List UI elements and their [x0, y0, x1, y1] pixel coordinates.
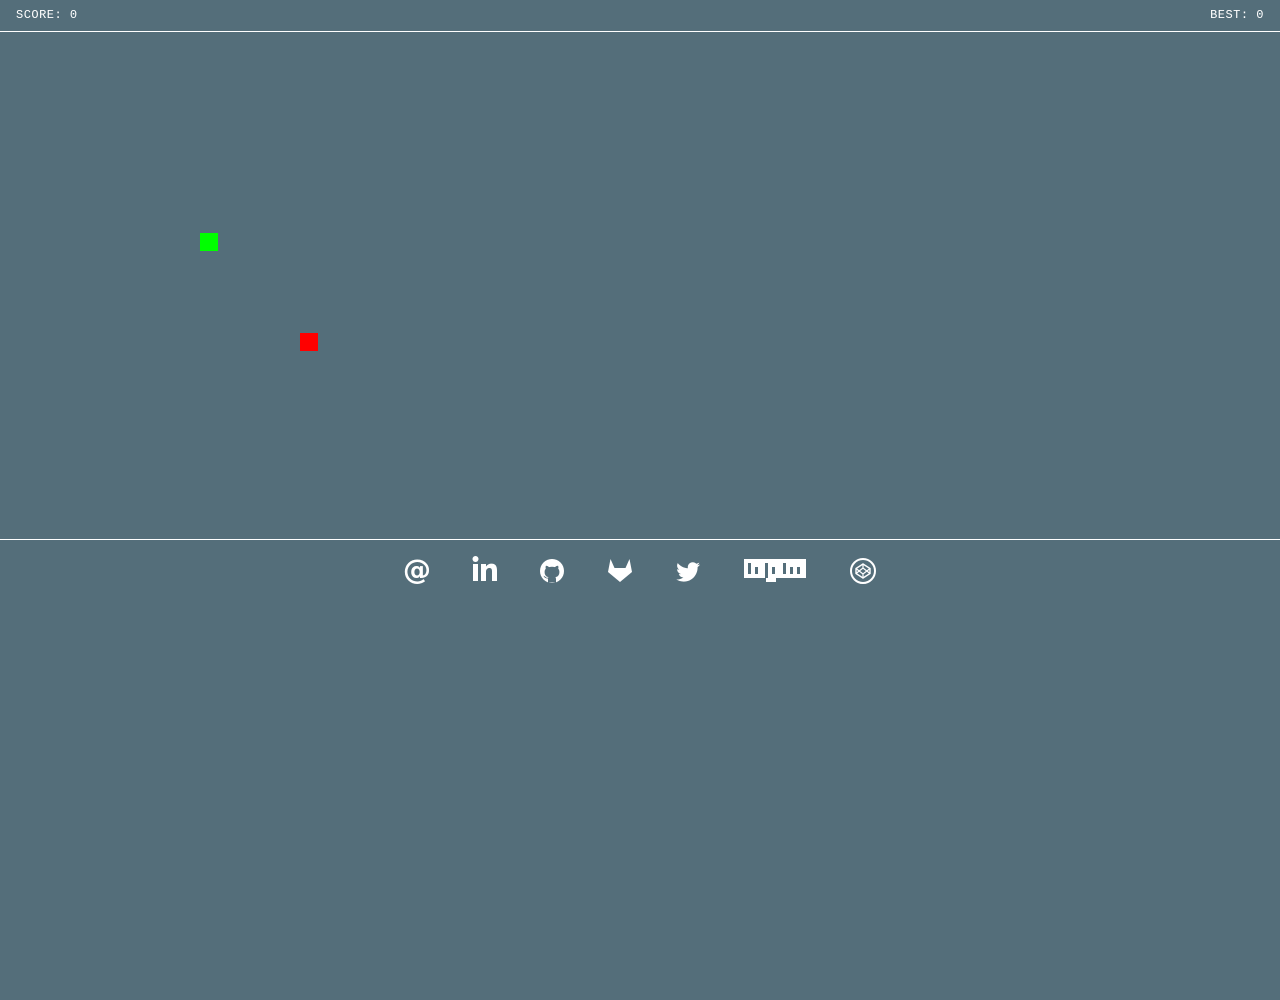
linkedin-icon[interactable]: [472, 555, 498, 585]
email-icon[interactable]: @: [403, 555, 431, 585]
score-bar: SCORE: 0 BEST: 0: [0, 0, 1280, 32]
svg-text:@: @: [403, 555, 431, 585]
game-board[interactable]: [0, 33, 1280, 540]
github-icon[interactable]: [538, 555, 566, 585]
snake-head: [200, 233, 218, 251]
npm-icon[interactable]: [743, 555, 807, 585]
social-links: @: [0, 541, 1280, 601]
score-label: SCORE: 0: [16, 8, 78, 22]
food-item: [300, 333, 318, 351]
codepen-icon[interactable]: [849, 555, 877, 585]
best-score-label: BEST: 0: [1210, 8, 1264, 22]
gitlab-icon[interactable]: [606, 555, 634, 585]
twitter-icon[interactable]: [674, 555, 702, 585]
